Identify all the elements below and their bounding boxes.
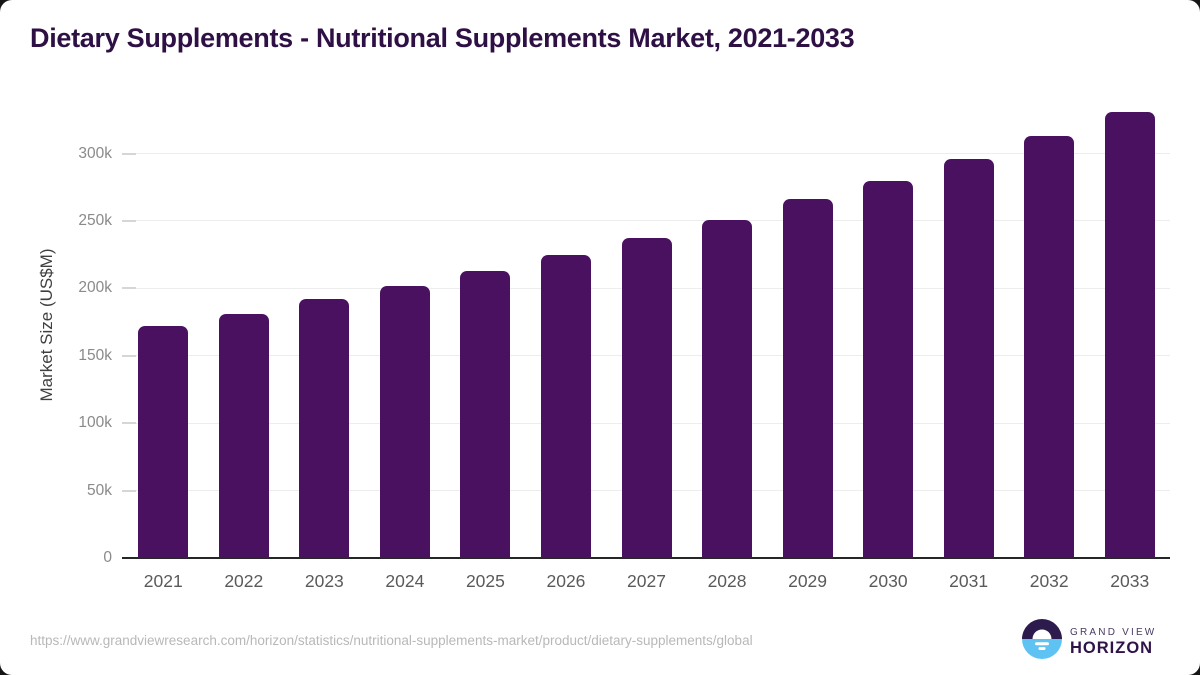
x-axis-label-2024: 2024 [385, 571, 425, 591]
y-axis-label-50k: 50k [87, 481, 112, 499]
x-axis-label-2028: 2028 [707, 571, 747, 591]
y-axis-label-150k: 150k [78, 346, 112, 364]
bar-2029[interactable] [782, 199, 833, 558]
x-axis-label-2032: 2032 [1029, 571, 1069, 591]
x-axis-label-2022: 2022 [224, 571, 264, 591]
y-axis-tick-100k [122, 422, 136, 425]
bar-2022[interactable] [218, 313, 269, 558]
y-axis-tick-150k [122, 354, 136, 357]
y-axis-tick-300k [122, 152, 136, 155]
x-axis-label-2021: 2021 [143, 571, 183, 591]
bar-2023[interactable] [299, 299, 350, 558]
x-axis-label-2030: 2030 [868, 571, 908, 591]
x-axis-label-2026: 2026 [546, 571, 586, 591]
y-axis-label-250k: 250k [78, 211, 112, 229]
y-axis-tick-250k [122, 219, 136, 222]
brand-logo: GRAND VIEW HORIZON [1022, 619, 1156, 659]
y-axis-label-200k: 200k [78, 279, 112, 297]
y-axis-label-0: 0 [103, 549, 112, 566]
bar-2033[interactable] [1104, 111, 1155, 558]
gridline-300k [123, 153, 1170, 155]
bar-2027[interactable] [621, 238, 672, 558]
source-url: https://www.grandviewresearch.com/horizo… [30, 633, 753, 648]
y-axis-title: Market Size (US$M) [37, 248, 56, 402]
y-axis-label-300k: 300k [78, 144, 112, 162]
x-axis-label-2031: 2031 [949, 571, 989, 591]
y-axis-tick-50k [122, 489, 136, 492]
bar-2028[interactable] [702, 219, 753, 558]
x-axis-label-2025: 2025 [465, 571, 505, 591]
bar-2021[interactable] [138, 326, 189, 558]
bar-2032[interactable] [1024, 136, 1075, 558]
bar-2030[interactable] [863, 180, 914, 558]
bar-2026[interactable] [540, 254, 591, 558]
bar-2031[interactable] [943, 158, 994, 558]
x-axis-line [122, 557, 1170, 559]
gridline-250k [123, 220, 1170, 222]
bar-2024[interactable] [379, 285, 430, 558]
bar-2025[interactable] [460, 270, 511, 558]
logo-text: GRAND VIEW HORIZON [1070, 621, 1156, 657]
logo-text-horizon: HORIZON [1070, 639, 1154, 657]
chart-title: Dietary Supplements - Nutritional Supple… [30, 23, 855, 53]
x-axis-label-2027: 2027 [627, 571, 666, 591]
y-axis-tick-200k [122, 287, 136, 290]
grand-view-horizon-logo-icon [1022, 619, 1062, 659]
x-axis-label-2023: 2023 [304, 571, 344, 591]
logo-text-grand-view: GRAND VIEW [1070, 627, 1157, 638]
x-axis-label-2029: 2029 [788, 571, 828, 591]
y-axis-label-100k: 100k [78, 414, 112, 432]
plot-area: 0 50k 100k 150k 200k 250k 300k 2021 2022 2023 2024… [78, 105, 1170, 591]
x-axis-label-2033: 2033 [1110, 571, 1150, 591]
